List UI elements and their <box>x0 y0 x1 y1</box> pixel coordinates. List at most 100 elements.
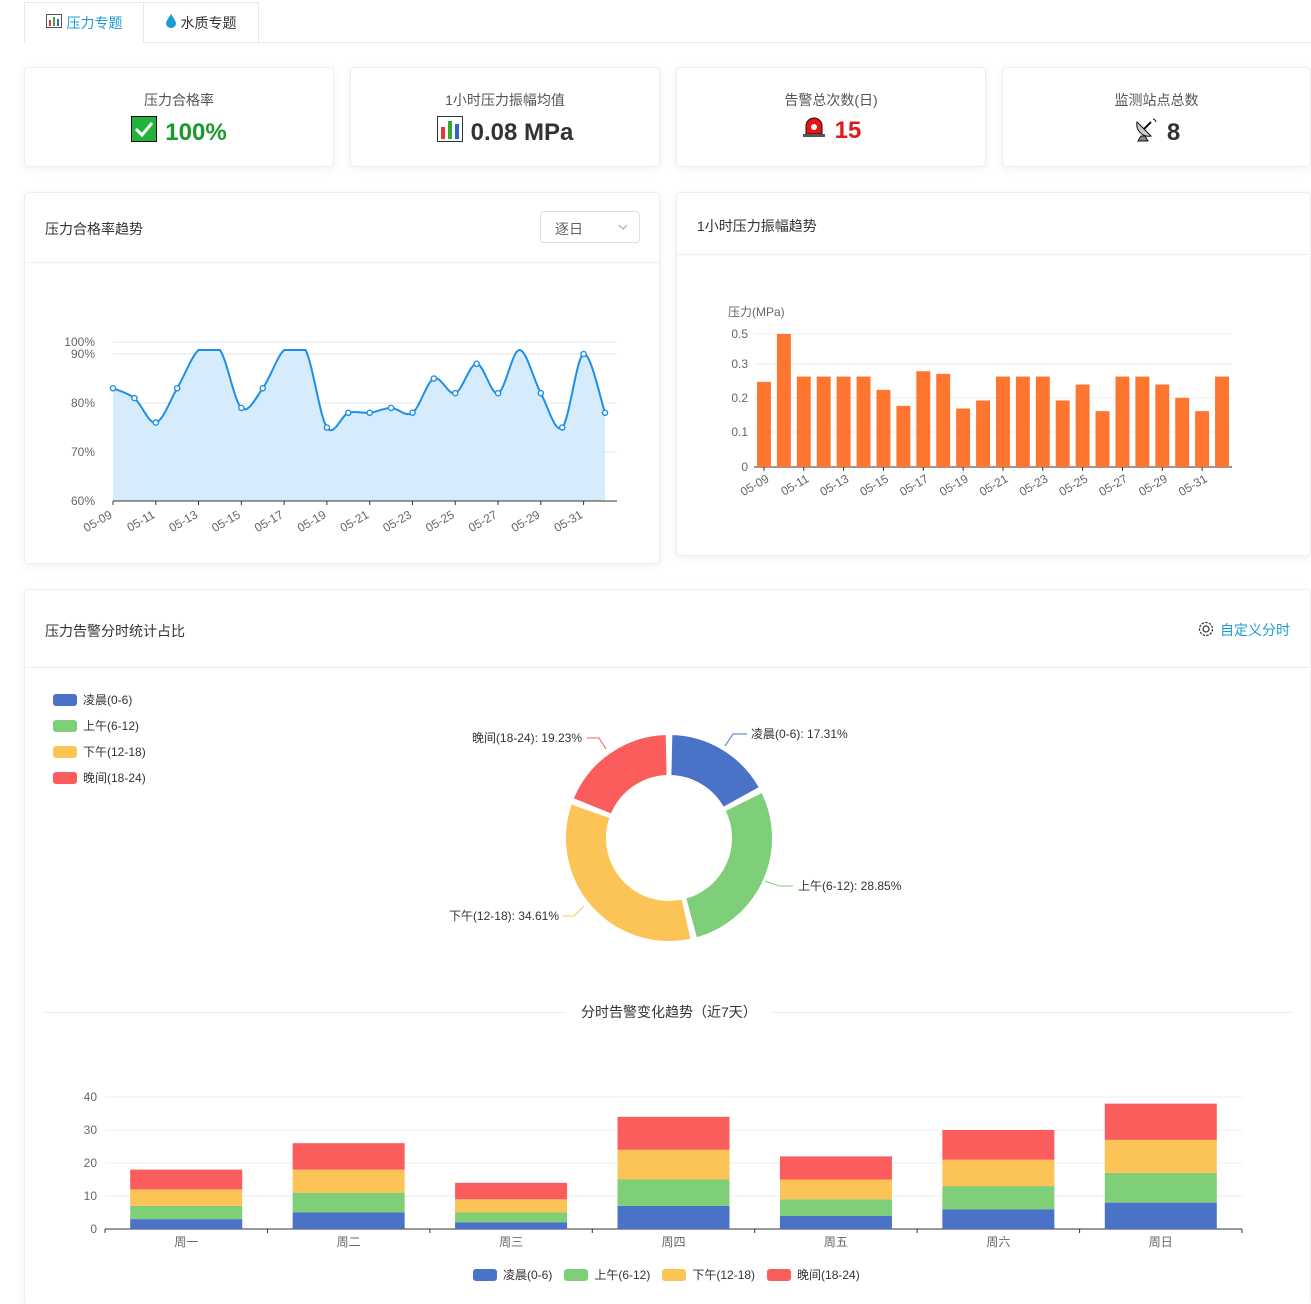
y-tick-label: 0.3 <box>731 357 748 371</box>
data-point <box>558 424 566 431</box>
x-tick-label: 周四 <box>661 1235 685 1248</box>
amplitude-bar <box>816 376 831 467</box>
legend-item[interactable]: 凌晨(0-6) <box>53 691 132 708</box>
legend-label: 晚间(18-24) <box>83 771 146 785</box>
data-point <box>601 409 609 417</box>
data-point <box>131 394 138 402</box>
stacked-bar-segment <box>292 1192 405 1213</box>
kpi-label: 1小时压力振幅均值 <box>445 92 565 108</box>
slice-label: 上午(6-12): 28.85% <box>798 879 902 893</box>
tab-water-quality[interactable]: 水质专题 <box>143 2 259 42</box>
period-select-value: 逐日 <box>555 221 583 237</box>
stacked-bar-segment <box>1104 1202 1217 1229</box>
stacked-bar-segment <box>779 1199 892 1216</box>
legend-item[interactable]: 凌晨(0-6) <box>473 1266 552 1283</box>
data-point <box>409 409 416 417</box>
amplitude-bar <box>1155 384 1170 467</box>
kpi-value: 0.08 MPa <box>470 118 574 146</box>
amplitude-bar <box>1135 376 1150 467</box>
stacked-bar-segment <box>455 1182 568 1200</box>
x-tick-label: 周一 <box>174 1235 198 1248</box>
y-tick-label: 0.1 <box>731 425 748 439</box>
stacked-bar-segment <box>130 1205 243 1220</box>
stacked-bar-segment <box>130 1169 243 1190</box>
x-tick-label: 05-29 <box>509 507 543 535</box>
x-tick-label: 05-29 <box>1136 471 1170 499</box>
amplitude-bar <box>757 381 771 467</box>
legend-item[interactable]: 下午(12-18) <box>53 743 146 760</box>
amplitude-bar <box>1195 411 1210 467</box>
amplitude-bar <box>1035 376 1050 467</box>
x-tick-label: 周日 <box>1149 1235 1173 1248</box>
kpi-label: 告警总次数(日) <box>784 92 878 108</box>
series-line <box>112 348 606 431</box>
data-point <box>238 404 245 412</box>
stacked-bar-segment <box>942 1159 1055 1187</box>
label-leader-line <box>563 905 585 917</box>
y-tick-label: 40 <box>84 1090 98 1104</box>
legend-item[interactable]: 上午(6-12) <box>53 717 139 734</box>
x-tick-label: 05-31 <box>1176 471 1210 499</box>
stacked-bar-segment <box>617 1179 730 1206</box>
x-tick-label: 05-21 <box>338 507 372 535</box>
alarm-donut-chart: 凌晨(0-6): 17.31% 上午(6-12): 28.85% 下午(12-18)… <box>449 727 902 943</box>
data-point <box>173 385 181 392</box>
x-tick-label: 05-25 <box>1057 471 1091 499</box>
data-point <box>366 409 373 417</box>
x-tick-label: 05-13 <box>166 507 200 535</box>
data-point <box>387 404 395 412</box>
pass-rate-line-chart: 60% 70% 80% 90%100% 05-09 05-11 05-13 05-15 05-1… <box>64 335 617 535</box>
tab-pressure-label: 压力专题 <box>66 14 123 31</box>
stacked-bar-segment <box>617 1205 730 1229</box>
amplitude-bar <box>1215 376 1229 467</box>
legend-item[interactable]: 晚间(18-24) <box>53 769 146 786</box>
donut-slice <box>684 790 774 940</box>
amplitude-bar <box>1055 400 1070 467</box>
data-point <box>430 375 438 382</box>
amplitude-bar <box>1095 411 1110 467</box>
x-tick-label: 05-19 <box>295 507 329 535</box>
amplitude-bar <box>856 376 871 467</box>
alarm-siren-icon <box>801 116 827 145</box>
legend-item[interactable]: 上午(6-12) <box>564 1266 650 1283</box>
legend-swatch <box>564 1268 589 1281</box>
check-box-icon <box>131 116 158 149</box>
period-select[interactable]: 逐日 <box>540 211 640 243</box>
stacked-bar-chart: 0 10 20 30 40 周一 周二 周三 周四 周五 周六 周日 <box>84 1090 1243 1248</box>
data-point <box>259 385 267 392</box>
stacked-bar-segment <box>455 1222 568 1229</box>
custom-time-button[interactable]: 自定义分时 <box>1198 620 1290 640</box>
x-tick-label: 05-15 <box>209 507 243 535</box>
card-header: 压力告警分时统计占比 自定义分时 <box>25 590 1310 668</box>
x-tick-label: 周二 <box>337 1235 361 1248</box>
x-tick-label: 周六 <box>986 1235 1010 1248</box>
data-point <box>451 389 459 397</box>
label-leader-line <box>764 880 793 887</box>
legend-item[interactable]: 晚间(18-24) <box>767 1266 860 1283</box>
amplitude-bar <box>956 408 971 467</box>
label-leader-line <box>724 733 747 747</box>
x-tick-label: 05-11 <box>778 471 811 498</box>
legend-item[interactable]: 下午(12-18) <box>662 1266 755 1283</box>
amplitude-bar <box>896 405 911 467</box>
y-tick-label: 60% <box>71 494 95 508</box>
stacked-bar-segment <box>942 1209 1055 1229</box>
card-header: 1小时压力振幅趋势 <box>677 193 1310 255</box>
y-tick-label: 20 <box>84 1156 98 1170</box>
legend-label: 上午(6-12) <box>594 1268 651 1282</box>
tab-pressure[interactable]: 压力专题 <box>24 2 144 43</box>
data-point <box>580 350 587 358</box>
water-drop-icon <box>165 14 176 31</box>
legend-label: 下午(12-18) <box>83 745 146 759</box>
legend-label: 下午(12-18) <box>692 1268 756 1282</box>
y-tick-label: 90% <box>71 347 95 361</box>
legend-label: 凌晨(0-6) <box>83 693 133 707</box>
x-tick-label: 05-17 <box>252 507 286 535</box>
amplitude-bar <box>1175 397 1190 467</box>
x-tick-label: 05-31 <box>552 507 586 535</box>
y-tick-label: 10 <box>84 1189 98 1203</box>
divider-title: 分时告警变化趋势（近7天） <box>565 1002 773 1022</box>
y-tick-label: 30 <box>84 1123 98 1137</box>
bottom-legend: 凌晨(0-6) 上午(6-12) 下午(12-18) 晚间(18-24) <box>473 1266 860 1283</box>
amplitude-bar <box>876 389 891 467</box>
